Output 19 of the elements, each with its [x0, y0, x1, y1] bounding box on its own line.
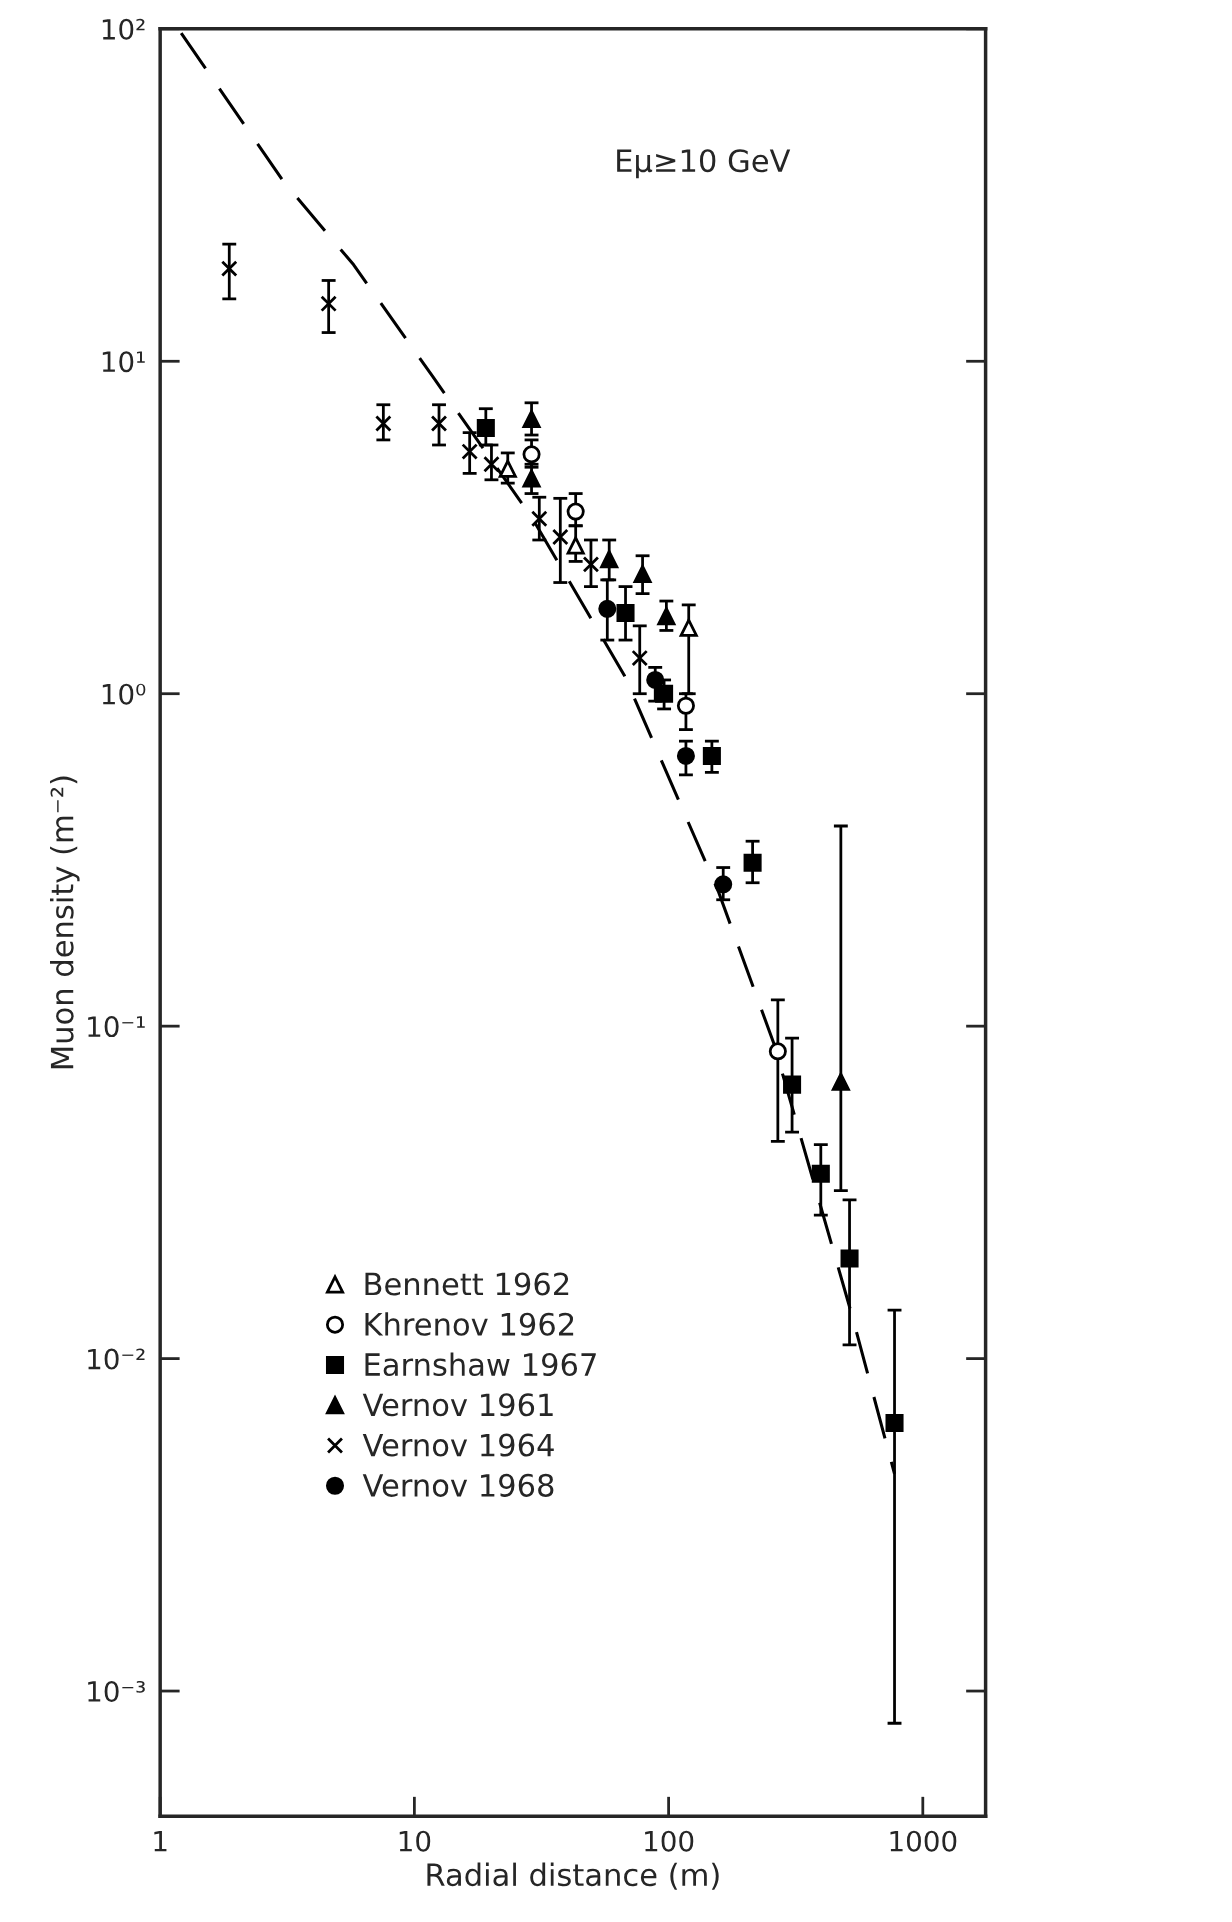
x-tick-label: 100 [645, 1830, 694, 1852]
legend-label: Vernov 1968 [362, 1473, 554, 1497]
y-tick-label: 10¹ [102, 351, 145, 373]
annotation: Eμ≥10 GeV [617, 149, 791, 179]
x-axis-title: Radial distance (m) [427, 1862, 719, 1890]
legend-label: Earnshaw 1967 [365, 1352, 596, 1377]
x-tick-label: 1 [154, 1831, 167, 1852]
y-axis-title: Muon density (m⁻²) [50, 776, 80, 1069]
legend-label: Khrenov 1962 [365, 1312, 574, 1336]
x-tick-label: 1000 [890, 1830, 957, 1852]
y-tick-label: 10⁻³ [88, 1680, 145, 1702]
legend-label: Vernov 1961 [362, 1393, 553, 1417]
y-tick-label: 10⁻¹ [88, 1016, 145, 1038]
y-tick-label: 10² [102, 18, 145, 40]
legend-label: Vernov 1964 [362, 1433, 554, 1457]
x-tick-label: 10 [399, 1830, 431, 1852]
y-tick-label: 10⁻² [88, 1348, 145, 1370]
legend-label: Bennett 1962 [365, 1272, 569, 1296]
y-tick-label: 10⁰ [102, 683, 146, 705]
